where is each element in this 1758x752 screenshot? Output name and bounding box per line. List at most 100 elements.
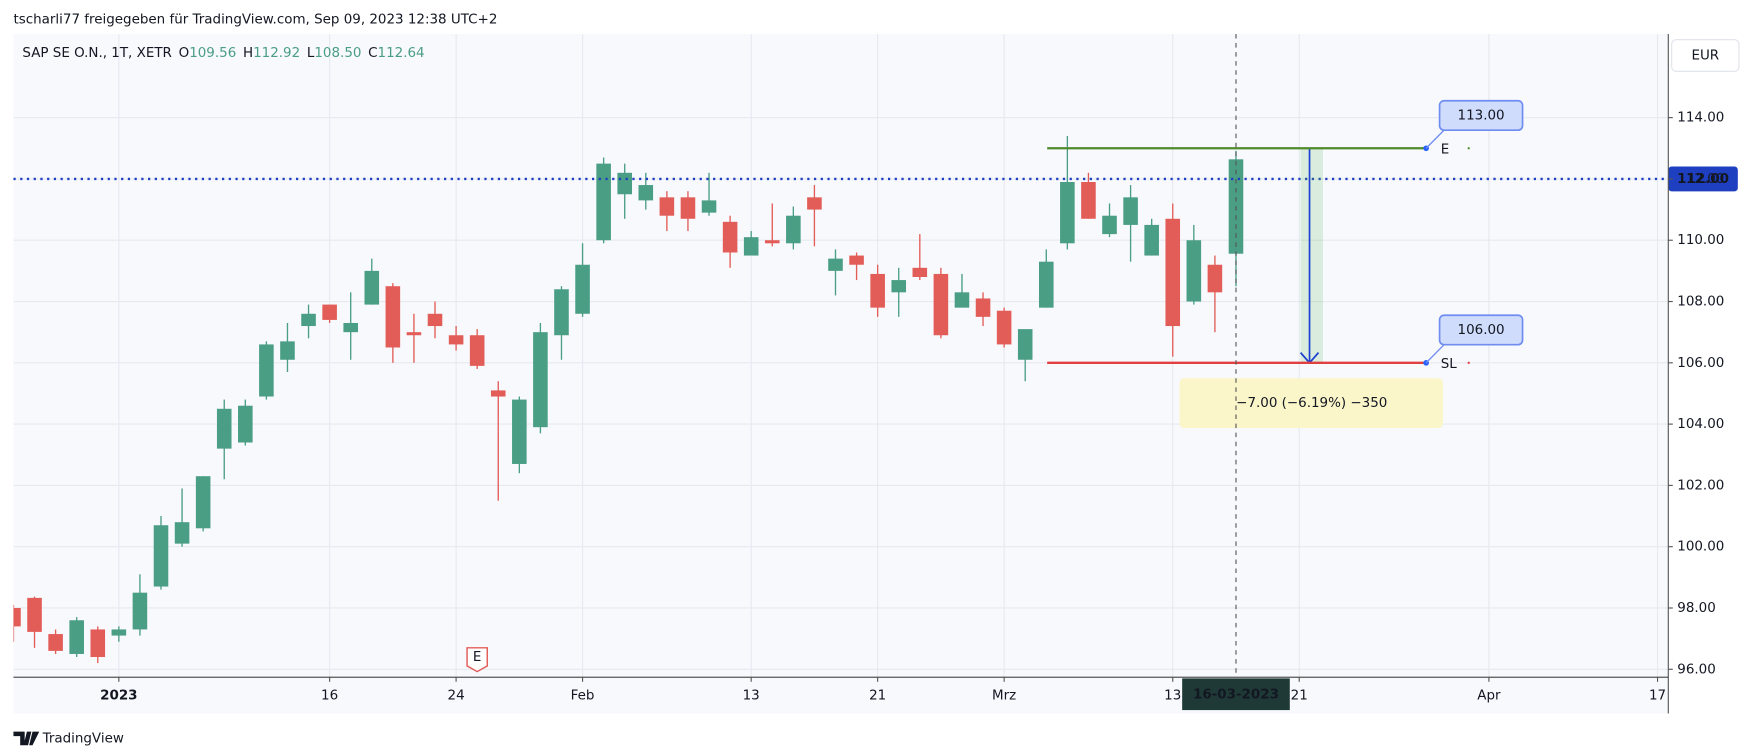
candle-body[interactable] (153, 525, 169, 587)
x-tick-label: Mrz (992, 687, 1016, 703)
candle-body[interactable] (301, 313, 316, 327)
candle-body[interactable] (1102, 215, 1117, 235)
plot (6, 136, 1244, 664)
candle-body[interactable] (385, 286, 401, 348)
level-tag-dot (1467, 361, 1470, 364)
overlay: E 112.00 113.00 E 106.00 SL −7.00 (−6.19%) −35… (13, 33, 1738, 678)
candle-body[interactable] (996, 310, 1012, 345)
candle-body[interactable] (743, 237, 759, 256)
candle-body[interactable] (1186, 240, 1202, 302)
candle-body[interactable] (596, 163, 611, 241)
candle-body[interactable] (764, 240, 780, 244)
level-label: 113.00 (1458, 107, 1505, 123)
candle-body[interactable] (828, 258, 843, 271)
candle-body[interactable] (364, 270, 380, 305)
candle-body[interactable] (322, 304, 337, 320)
candle-body[interactable] (807, 197, 822, 210)
candle-body[interactable] (554, 289, 569, 336)
candle-body[interactable] (1207, 264, 1223, 293)
y-tick-label: 104.00 (1677, 416, 1724, 432)
candle-body[interactable] (933, 273, 949, 336)
candle-body[interactable] (638, 185, 654, 201)
x-tick-label: 13 (743, 687, 760, 703)
candle-body[interactable] (870, 273, 885, 308)
candle-body[interactable] (722, 221, 738, 253)
candle-body[interactable] (891, 280, 907, 293)
readout-value: 108.50 (314, 45, 361, 61)
y-tick-label: 110.00 (1677, 232, 1724, 248)
measure-label: −7.00 (−6.19%) −350 (1236, 395, 1387, 411)
candle-body[interactable] (406, 332, 422, 336)
y-tick-label: 96.00 (1677, 661, 1716, 677)
currency-box[interactable] (1671, 39, 1740, 72)
x-tick-label: 17 (1649, 687, 1666, 703)
candle-body[interactable] (427, 313, 443, 327)
x-tick-label: 21 (1291, 687, 1308, 703)
x-tick-label: Feb (571, 687, 595, 703)
candle-body[interactable] (849, 255, 864, 265)
candle-body[interactable] (680, 197, 696, 219)
candle-body[interactable] (111, 629, 127, 636)
symbol: SAP SE O.N., 1T, XETR (22, 45, 171, 61)
candle-body[interactable] (1017, 329, 1033, 360)
candle-body[interactable] (954, 292, 970, 308)
candle-body[interactable] (490, 390, 506, 397)
candle-body[interactable] (259, 344, 274, 397)
candle-body[interactable] (195, 476, 211, 529)
y-tick-label: 108.00 (1677, 293, 1724, 309)
y-tick-label: 102.00 (1677, 477, 1724, 493)
measure-label-box (1179, 378, 1443, 429)
candle-body[interactable] (533, 332, 548, 428)
candle-body[interactable] (1144, 224, 1159, 256)
candle-body[interactable] (90, 629, 106, 658)
candle-body[interactable] (6, 607, 21, 627)
level-label-box (1438, 314, 1524, 346)
candle-body[interactable] (1165, 218, 1181, 327)
candle-body[interactable] (132, 592, 148, 630)
attribution: tscharli77 freigegeben für TradingView.c… (13, 11, 497, 27)
y-tick-label: 114.00 (1677, 110, 1724, 126)
candle-body[interactable] (701, 200, 717, 213)
x-tick-label: 2023 (100, 687, 137, 703)
candle-body[interactable] (512, 399, 527, 464)
candle-body[interactable] (343, 322, 358, 333)
candle-body[interactable] (575, 264, 590, 314)
candle-body[interactable] (912, 267, 928, 278)
level-label-box (1438, 99, 1524, 132)
candle-body[interactable] (238, 405, 253, 443)
level-tag-dot (1467, 147, 1470, 150)
readout-key: C (368, 45, 377, 61)
currency: EUR (1691, 47, 1719, 63)
candle-body[interactable] (1038, 261, 1054, 308)
candle-body[interactable] (786, 215, 801, 244)
y-tick-label: 98.00 (1677, 600, 1716, 616)
price-label: 112.00 (1677, 171, 1729, 187)
y-tick-label: 106.00 (1677, 355, 1724, 371)
earnings-label: E (473, 649, 482, 665)
x-tick-label: Apr (1477, 687, 1501, 703)
level-tag: SL (1441, 356, 1457, 372)
measure-area (1300, 148, 1323, 363)
candle-body[interactable] (975, 298, 991, 317)
candle-body[interactable] (1060, 182, 1075, 244)
x-tick-label: 16 (321, 687, 338, 703)
readout-value: 112.64 (378, 45, 425, 61)
x-tick-label: 21 (869, 687, 886, 703)
readout-key: O (179, 45, 190, 61)
earnings-badge[interactable] (466, 647, 488, 673)
candle-body[interactable] (174, 522, 190, 544)
readout-key: L (307, 45, 315, 61)
candle-body[interactable] (1123, 197, 1138, 225)
candle-body[interactable] (48, 634, 63, 651)
brand-logo (13, 731, 40, 746)
candle-body[interactable] (216, 408, 232, 449)
ohlc-readout: SAP SE O.N., 1T, XETR O109.56 H112.92 L108.… (22, 45, 424, 61)
candle-body[interactable] (448, 335, 464, 345)
candle-body[interactable] (280, 341, 295, 360)
candle-body[interactable] (27, 597, 42, 632)
candle-body[interactable] (469, 335, 485, 366)
candle-body[interactable] (659, 197, 675, 216)
candle-body[interactable] (69, 620, 84, 654)
candle-body[interactable] (1081, 182, 1096, 219)
candle-body[interactable] (617, 172, 633, 195)
